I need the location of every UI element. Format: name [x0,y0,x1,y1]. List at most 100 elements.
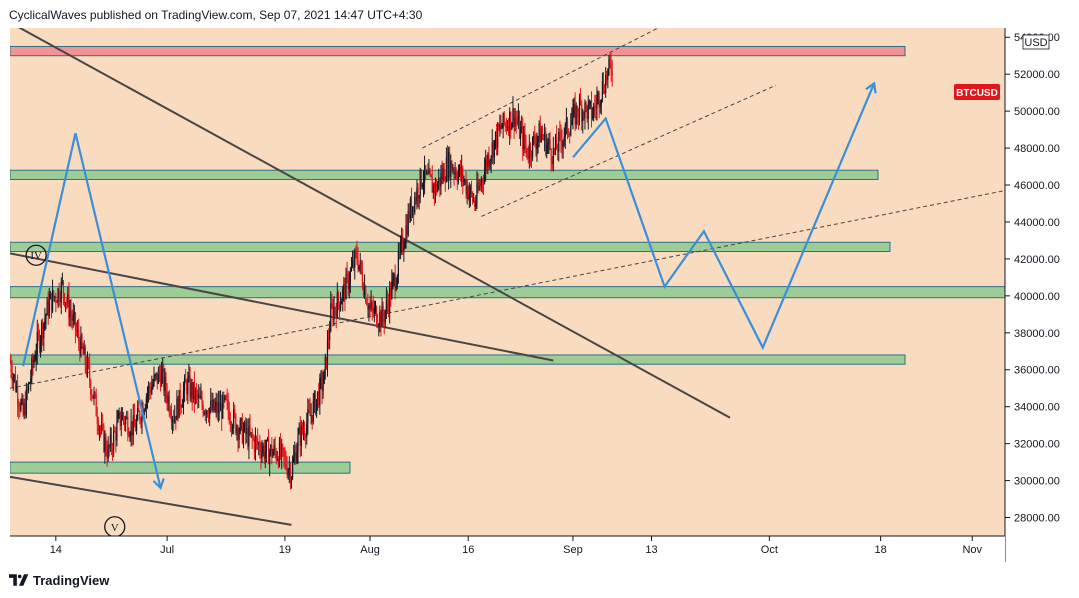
candle-body [513,108,515,127]
candle-body [590,101,593,119]
candle-body [72,314,74,321]
candle-body [311,415,313,423]
candle-body [133,414,135,428]
candle-body [116,421,118,441]
candle-body [20,402,22,411]
candle-body [397,250,399,276]
time-axis-panel[interactable] [10,536,1005,562]
candle-body [156,372,158,384]
candle-body [11,371,13,381]
candle-body [207,415,210,419]
candle-body [579,98,582,105]
candle-body [320,377,322,379]
candle-body [602,81,605,92]
candle-body [147,385,150,393]
candle-body [14,374,17,391]
candle-body [10,360,11,362]
candle-body [195,390,198,394]
price-axis-panel[interactable] [1005,28,1079,536]
candle-body [250,432,252,434]
candle-body [103,425,105,452]
candle-body [213,399,215,411]
candle-body [529,144,532,157]
candle-body [576,106,578,116]
candle-body [23,403,25,415]
candle-body [284,456,286,458]
candle-body [266,439,269,441]
time-tick-label: 18 [875,544,887,556]
candle-body [149,385,151,390]
candle-body [446,157,449,178]
candle-body [305,436,307,438]
candle-body [421,184,424,188]
candle-body [598,93,600,108]
candle-body [35,353,37,361]
candle-body [22,398,24,415]
candle-body [469,186,472,194]
candle-body [283,448,285,457]
candle-body [167,395,169,404]
candle-body [21,398,23,403]
candle-body [91,394,93,396]
candle-body [218,402,221,412]
candle-body [408,210,410,219]
currency-badge[interactable] [1022,34,1050,50]
symbol-price-badge[interactable] [954,84,1000,100]
price-tick-label: 34000.00 [1014,402,1060,414]
candle-body [411,206,414,216]
candle-body [276,459,278,461]
candle-body [241,418,243,443]
candle-body [346,273,348,275]
candle-body [146,392,149,398]
candle-body [86,359,89,373]
candle-body [175,415,177,421]
candle-body [24,403,26,416]
candle-body [240,418,242,421]
candle-body [129,435,131,437]
candle-body [545,131,547,154]
time-tick-label: Oct [761,544,778,556]
candle-body [597,93,599,99]
candle-body [541,134,544,137]
candle-body [44,319,46,324]
candle-body [475,202,477,207]
tradingview-logo-icon [9,574,29,586]
candle-body [310,415,312,417]
candle-body [540,134,542,143]
candle-body [302,431,305,433]
candle-body [107,445,109,459]
candle-body [477,183,479,190]
candle-body [433,184,436,194]
candle-body [297,433,299,452]
candle-body [29,383,31,385]
candle-body [373,307,375,314]
candle-body [92,395,94,399]
candle-body [127,417,129,436]
candle-body [555,136,558,150]
candle-body [537,136,539,142]
candle-body [605,75,607,93]
candle-body [563,136,565,142]
candle-body [259,443,261,452]
candle-body [610,63,612,73]
candle-body [348,282,350,290]
candle-body [420,169,422,188]
candle-body [18,404,20,408]
candle-body [362,286,365,296]
earlier-projection-path [22,133,162,489]
candle-body [453,170,455,175]
candle-body [75,330,78,332]
candle-body [79,341,81,356]
candle-body [200,396,202,399]
candle-body [458,165,461,173]
candle-body [325,356,327,368]
candle-body [366,302,368,305]
candle-body [43,323,45,339]
candle-body [300,425,302,446]
candle-body [360,260,362,272]
candle-body [209,408,211,419]
candle-body [214,406,216,411]
candle-body [372,307,374,314]
candle-body [482,182,485,184]
